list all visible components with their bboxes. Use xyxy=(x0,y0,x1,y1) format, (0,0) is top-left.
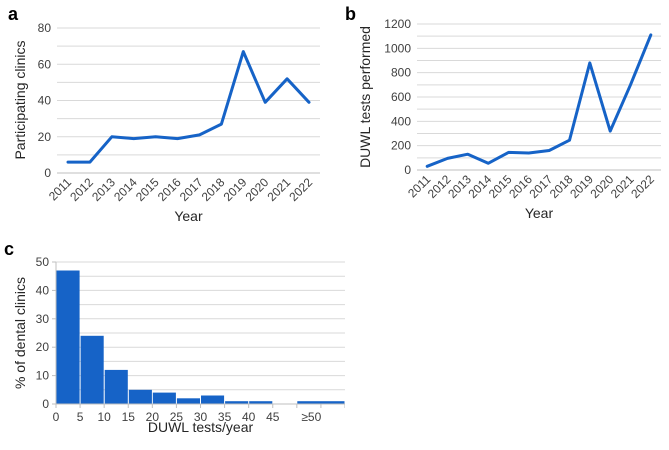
panel-letter-a: a xyxy=(8,4,19,24)
panel-c: c % of dental clinics 0 10 20 30 40 50 0 5 10 15 2… xyxy=(0,230,345,450)
y-tick-label: 20 xyxy=(36,340,50,354)
x-tick-label: 5 xyxy=(77,410,84,424)
data-line-series xyxy=(66,50,311,164)
y-tick-label: 0 xyxy=(404,163,411,177)
panel-c-x-axis-title: DUWL tests/year xyxy=(147,419,254,435)
y-tick-label: 0 xyxy=(42,397,49,411)
histogram-bar xyxy=(128,389,152,404)
histogram-bar xyxy=(104,369,128,404)
panel-a-line-chart: 0204060802011201220132014201520162017201… xyxy=(38,21,320,204)
x-tick-label: 2020 xyxy=(243,175,272,204)
y-tick-label: 600 xyxy=(391,90,411,104)
y-tick-label: 1000 xyxy=(384,41,411,55)
histogram-bar xyxy=(80,335,104,404)
x-tick-label: 2021 xyxy=(264,175,293,204)
y-tick-label: 40 xyxy=(38,94,52,108)
panel-letter-c: c xyxy=(4,239,15,259)
y-tick-label: 30 xyxy=(36,312,50,326)
panel-a: a Participating clinics 0 20 40 60 80 2011 201… xyxy=(0,0,335,230)
histogram-bar xyxy=(176,398,200,404)
x-tick-label: 10 xyxy=(97,410,111,424)
y-tick-label: 80 xyxy=(38,21,52,35)
histogram-bar xyxy=(201,395,225,404)
data-line-series xyxy=(425,33,653,168)
panel-a-x-axis-title: Year xyxy=(174,208,203,224)
x-tick-label: 2019 xyxy=(221,175,250,204)
x-tick-label: 0 xyxy=(53,410,60,424)
x-tick-label: 40 xyxy=(242,410,256,424)
x-tick-label: 20 xyxy=(146,410,160,424)
x-tick-label: 2014 xyxy=(111,175,140,204)
y-tick-label: 40 xyxy=(36,283,50,297)
y-tick-label: 1200 xyxy=(384,17,411,31)
histogram-bar xyxy=(225,401,249,404)
x-tick-label: 2018 xyxy=(199,175,228,204)
histogram-bar xyxy=(56,270,80,404)
x-tick-label: 35 xyxy=(218,410,232,424)
x-tick-label: 2017 xyxy=(177,175,206,204)
y-tick-label: 800 xyxy=(391,66,411,80)
y-tick-label: 400 xyxy=(391,114,411,128)
y-tick-label: 0 xyxy=(44,166,51,180)
x-tick-label: 2012 xyxy=(67,175,96,204)
histogram-bar xyxy=(152,392,176,404)
histogram-bar xyxy=(249,401,273,404)
x-tick-label: 2013 xyxy=(89,175,118,204)
x-tick-label: 2016 xyxy=(155,175,184,204)
x-tick-label: 2015 xyxy=(133,175,162,204)
y-tick-label: 10 xyxy=(36,369,50,383)
y-tick-label: 200 xyxy=(391,139,411,153)
x-tick-label: 45 xyxy=(266,410,280,424)
panel-letter-b: b xyxy=(345,4,356,24)
x-tick-label: 30 xyxy=(194,410,208,424)
y-tick-label: 60 xyxy=(38,57,52,71)
x-tick-label: ≥50 xyxy=(301,410,321,424)
x-tick-label: 15 xyxy=(122,410,136,424)
panel-b-line-chart: 0200400600800100012002011201220132014201… xyxy=(384,17,661,201)
y-tick-label: 20 xyxy=(38,130,52,144)
y-tick-label: 50 xyxy=(36,255,50,269)
x-tick-label: 2022 xyxy=(286,175,315,204)
histogram-bar xyxy=(297,401,345,404)
panel-b: b DUWL tests performed 0 200 400 600 800 1000… xyxy=(335,0,669,230)
x-tick-label: 25 xyxy=(170,410,184,424)
x-tick-label: 2022 xyxy=(628,172,657,201)
panel-b-x-axis-title: Year xyxy=(524,205,554,221)
panel-c-bar-chart: 0 10 20 30 40 50 0 5 10 15 20 25 30 35 40 45 ≥50 xyxy=(36,255,345,424)
